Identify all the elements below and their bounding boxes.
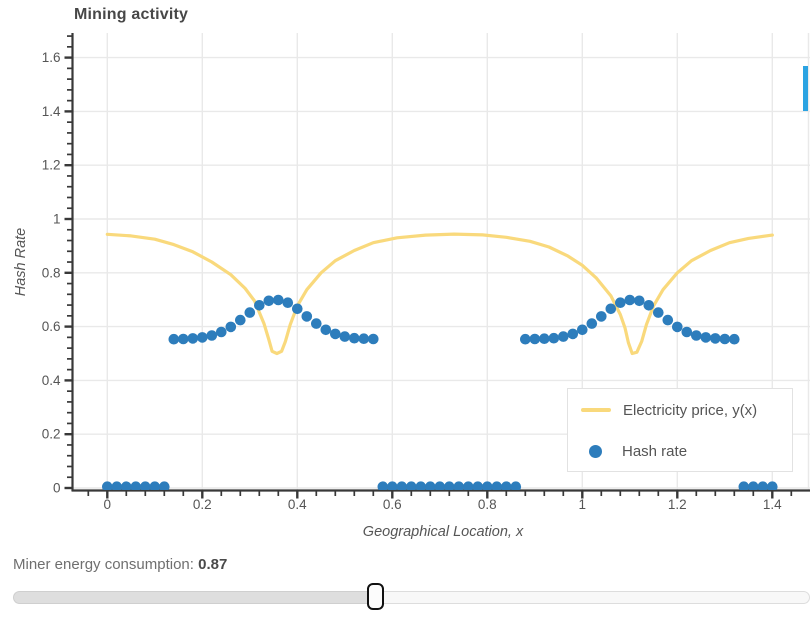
svg-text:1.4: 1.4	[42, 104, 61, 119]
svg-text:1.6: 1.6	[42, 50, 61, 65]
svg-text:0.2: 0.2	[193, 497, 212, 512]
chart-canvas[interactable]: 0 0.2 0.4 0.6 0.8 1 1.2 1.4 0 0.2 0.4 0.6 0.8 1 1.2 1.4…	[0, 0, 810, 552]
svg-text:0.8: 0.8	[478, 497, 497, 512]
svg-text:0.8: 0.8	[42, 265, 61, 280]
energy-consumption-slider[interactable]	[13, 583, 810, 613]
y-axis-title: Hash Rate	[13, 227, 29, 297]
slider-track-filled[interactable]	[13, 591, 375, 604]
dot-swatch-icon	[589, 444, 602, 458]
svg-text:0.6: 0.6	[383, 497, 402, 512]
slider-label: Miner energy consumption: 0.87	[13, 556, 227, 573]
svg-text:1.2: 1.2	[668, 497, 687, 512]
legend-item-hash-rate[interactable]: Hash rate	[568, 433, 792, 469]
svg-text:1.4: 1.4	[763, 497, 782, 512]
chart-title: Mining activity	[74, 6, 189, 23]
legend-label-electricity-price: Electricity price, y(x)	[623, 401, 758, 419]
slider-section: Miner energy consumption: 0.87	[0, 550, 810, 619]
svg-text:0: 0	[53, 481, 61, 496]
scroll-indicator-bar[interactable]	[803, 66, 808, 111]
legend: Electricity price, y(x) Hash rate	[567, 388, 793, 472]
legend-label-hash-rate: Hash rate	[622, 442, 688, 460]
svg-text:0.2: 0.2	[42, 427, 61, 442]
svg-text:0.4: 0.4	[42, 373, 61, 388]
slider-thumb[interactable]	[367, 583, 384, 610]
slider-value: 0.87	[198, 556, 228, 573]
legend-item-electricity-price[interactable]: Electricity price, y(x)	[568, 392, 792, 428]
svg-text:0.4: 0.4	[288, 497, 307, 512]
slider-label-text: Miner energy consumption:	[13, 556, 194, 573]
svg-text:0: 0	[104, 497, 112, 512]
svg-text:1.2: 1.2	[42, 158, 61, 173]
svg-text:0.6: 0.6	[42, 319, 61, 334]
line-swatch-icon	[581, 408, 611, 412]
svg-text:1: 1	[53, 212, 61, 227]
slider-track[interactable]	[375, 591, 810, 604]
x-axis-title: Geographical Location, x	[362, 524, 524, 540]
svg-text:1: 1	[579, 497, 587, 512]
